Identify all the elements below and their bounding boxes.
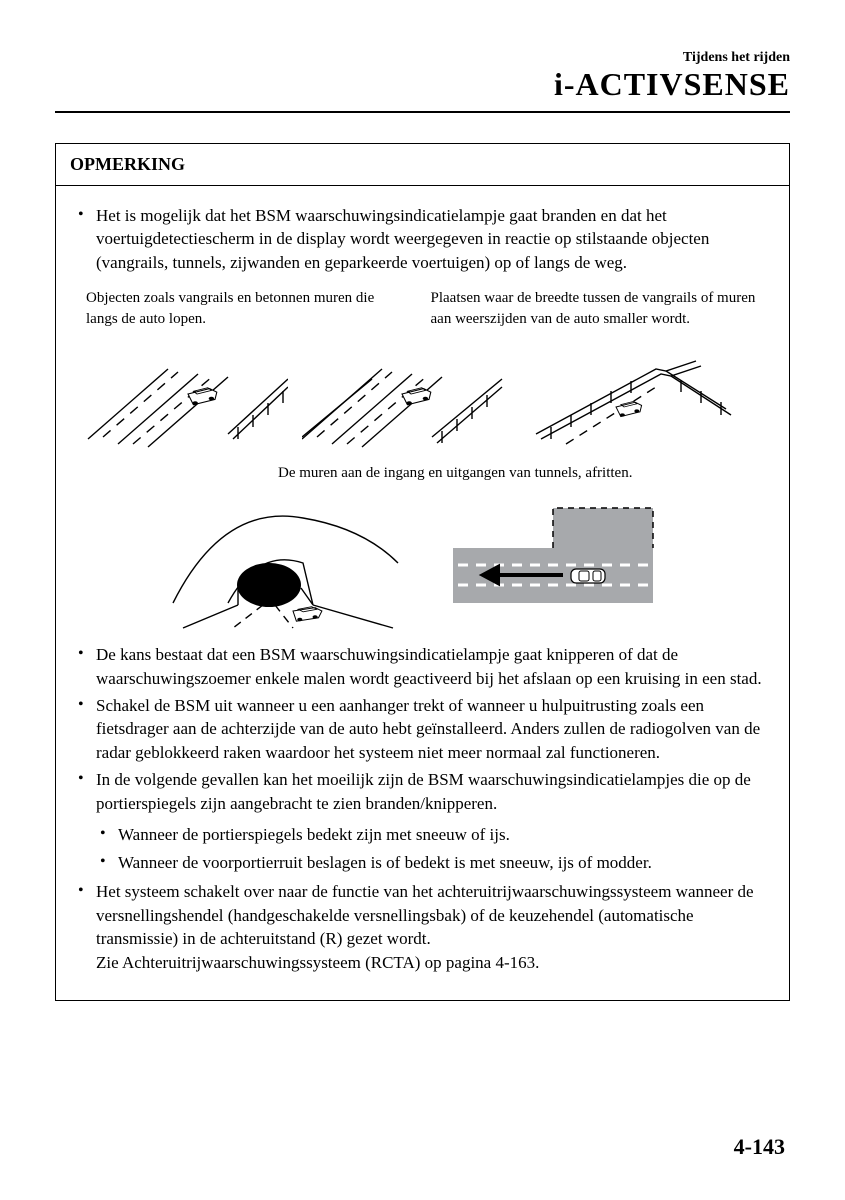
header-subtitle: Tijdens het rijden (55, 50, 790, 66)
sub-bullets: • Wanneer de portierspiegels bedekt zijn… (78, 823, 767, 874)
bullet-text-line: Het systeem schakelt over naar de functi… (96, 882, 754, 948)
illustration-guardrail-1 (78, 339, 288, 449)
bullet-item: • De kans bestaat dat een BSM waarschuwi… (78, 643, 767, 690)
bullet-dot: • (78, 204, 96, 226)
bullet-dot: • (78, 768, 96, 790)
bullet-text: Wanneer de voorportierruit beslagen is o… (118, 851, 652, 874)
bullet-text: Het is mogelijk dat het BSM waarschuwing… (96, 204, 767, 274)
caption-1: Objecten zoals vangrails en betonnen mur… (78, 288, 423, 329)
caption-3: De muren aan de ingang en uitgangen van … (78, 463, 767, 483)
captions-row-1: Objecten zoals vangrails en betonnen mur… (78, 288, 767, 329)
bullet-item: • Het is mogelijk dat het BSM waarschuwi… (78, 204, 767, 274)
illustration-row-1 (78, 339, 767, 449)
sub-bullet-item: • Wanneer de portierspiegels bedekt zijn… (100, 823, 767, 846)
illustration-narrowing (526, 339, 736, 449)
bullet-dot: • (100, 823, 118, 845)
note-body: • Het is mogelijk dat het BSM waarschuwi… (56, 186, 789, 1000)
caption-2: Plaatsen waar de breedte tussen de vangr… (423, 288, 768, 329)
bullet-item: • Het systeem schakelt over naar de func… (78, 880, 767, 974)
page-number: 4-143 (734, 1134, 785, 1160)
bullet-text-line: Zie Achteruitrijwaarschuwingssysteem (RC… (96, 953, 539, 972)
bullet-text: In de volgende gevallen kan het moeilijk… (96, 768, 767, 815)
bullet-text: Het systeem schakelt over naar de functi… (96, 880, 767, 974)
bullet-dot: • (78, 643, 96, 665)
bullet-item: • Schakel de BSM uit wanneer u een aanha… (78, 694, 767, 764)
header: Tijdens het rijden i-ACTIVSENSE (55, 50, 790, 103)
sub-bullet-item: • Wanneer de voorportierruit beslagen is… (100, 851, 767, 874)
illustration-guardrail-2 (302, 339, 512, 449)
note-title: OPMERKING (56, 144, 789, 186)
note-box: OPMERKING • Het is mogelijk dat het BSM … (55, 143, 790, 1001)
illustration-tunnel (163, 493, 403, 633)
bullet-text: De kans bestaat dat een BSM waarschuwing… (96, 643, 767, 690)
bullet-item: • In de volgende gevallen kan het moeili… (78, 768, 767, 815)
illustration-row-2 (78, 493, 767, 633)
bullet-text: Wanneer de portierspiegels bedekt zijn m… (118, 823, 510, 846)
illustration-exit-ramp (443, 493, 683, 633)
bullet-dot: • (78, 880, 96, 902)
bullet-dot: • (78, 694, 96, 716)
header-rule (55, 111, 790, 113)
header-title: i-ACTIVSENSE (55, 66, 790, 103)
bullet-text: Schakel de BSM uit wanneer u een aanhang… (96, 694, 767, 764)
bullet-dot: • (100, 851, 118, 873)
